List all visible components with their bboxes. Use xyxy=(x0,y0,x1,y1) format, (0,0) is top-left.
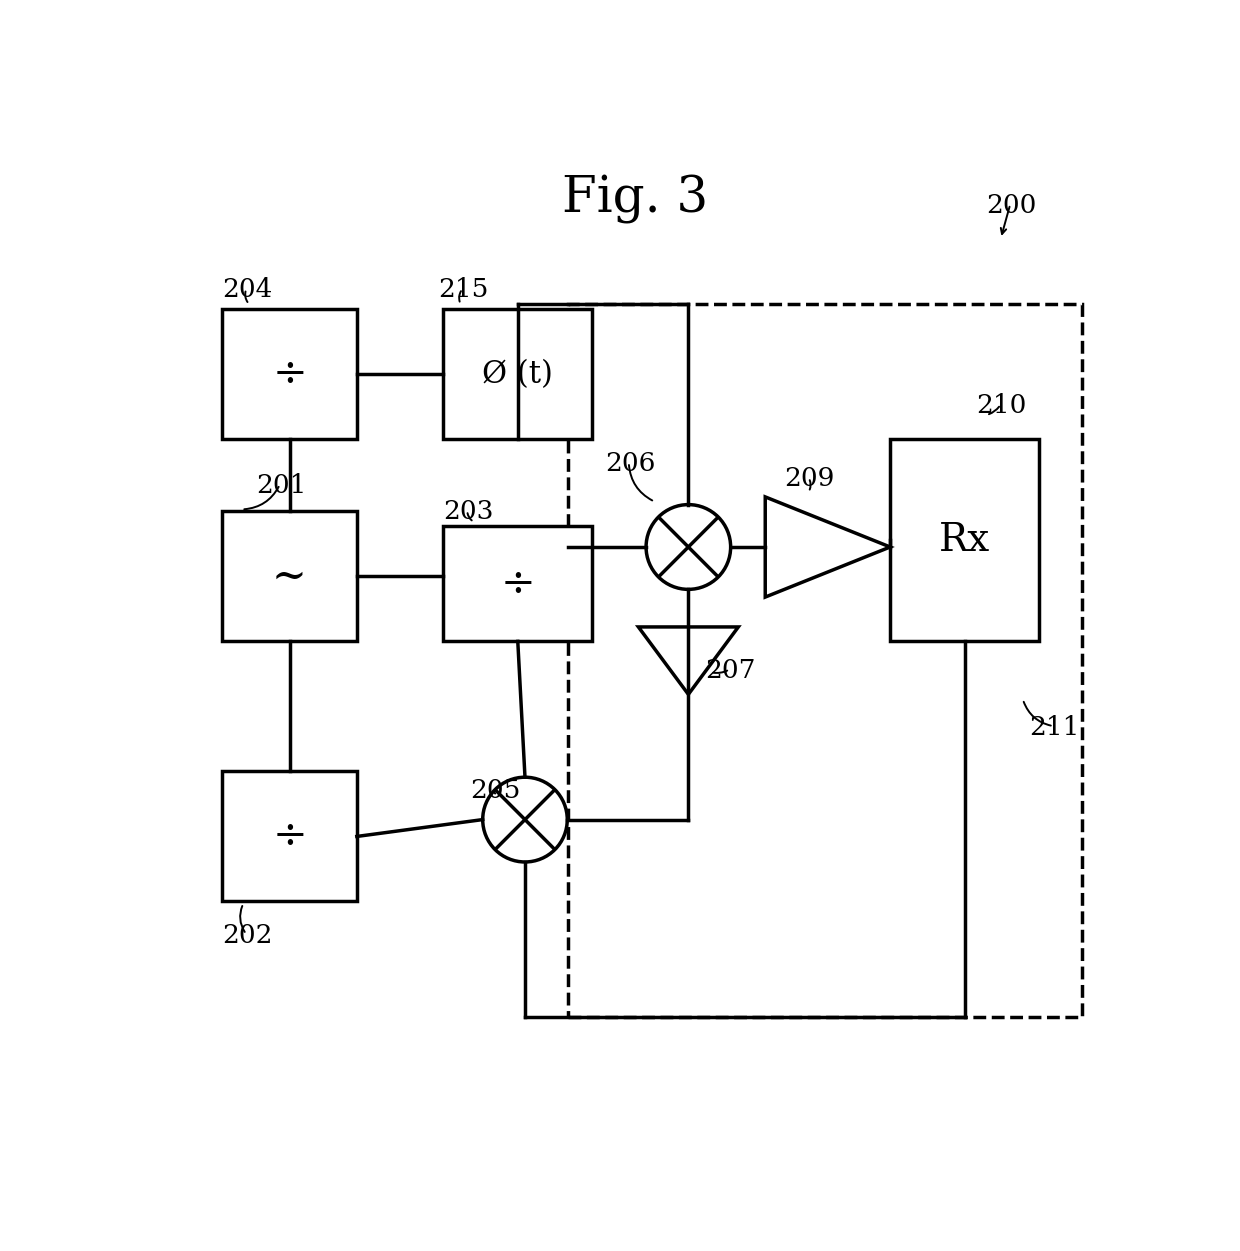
Text: 200: 200 xyxy=(986,193,1037,218)
Bar xyxy=(444,309,593,439)
Bar xyxy=(568,304,1083,1017)
Bar xyxy=(444,525,593,642)
Text: ~: ~ xyxy=(272,555,308,598)
Text: 206: 206 xyxy=(605,450,655,475)
Text: 210: 210 xyxy=(977,393,1027,418)
Text: 204: 204 xyxy=(222,278,273,303)
Text: Rx: Rx xyxy=(939,522,991,559)
Bar xyxy=(890,439,1039,642)
Bar xyxy=(222,512,357,642)
Text: 205: 205 xyxy=(470,778,521,803)
Text: 209: 209 xyxy=(785,467,835,492)
Bar xyxy=(222,772,357,902)
Text: ÷: ÷ xyxy=(501,563,536,604)
Text: ÷: ÷ xyxy=(272,816,308,857)
Text: 215: 215 xyxy=(439,278,489,303)
Text: ÷: ÷ xyxy=(272,353,308,395)
Text: Ø (t): Ø (t) xyxy=(482,359,553,389)
Text: Fig. 3: Fig. 3 xyxy=(563,174,708,224)
Text: 203: 203 xyxy=(444,499,494,524)
Text: 202: 202 xyxy=(222,923,273,948)
Text: 211: 211 xyxy=(1029,714,1080,739)
Text: 201: 201 xyxy=(255,473,306,498)
Bar xyxy=(222,309,357,439)
Text: 207: 207 xyxy=(706,658,756,683)
